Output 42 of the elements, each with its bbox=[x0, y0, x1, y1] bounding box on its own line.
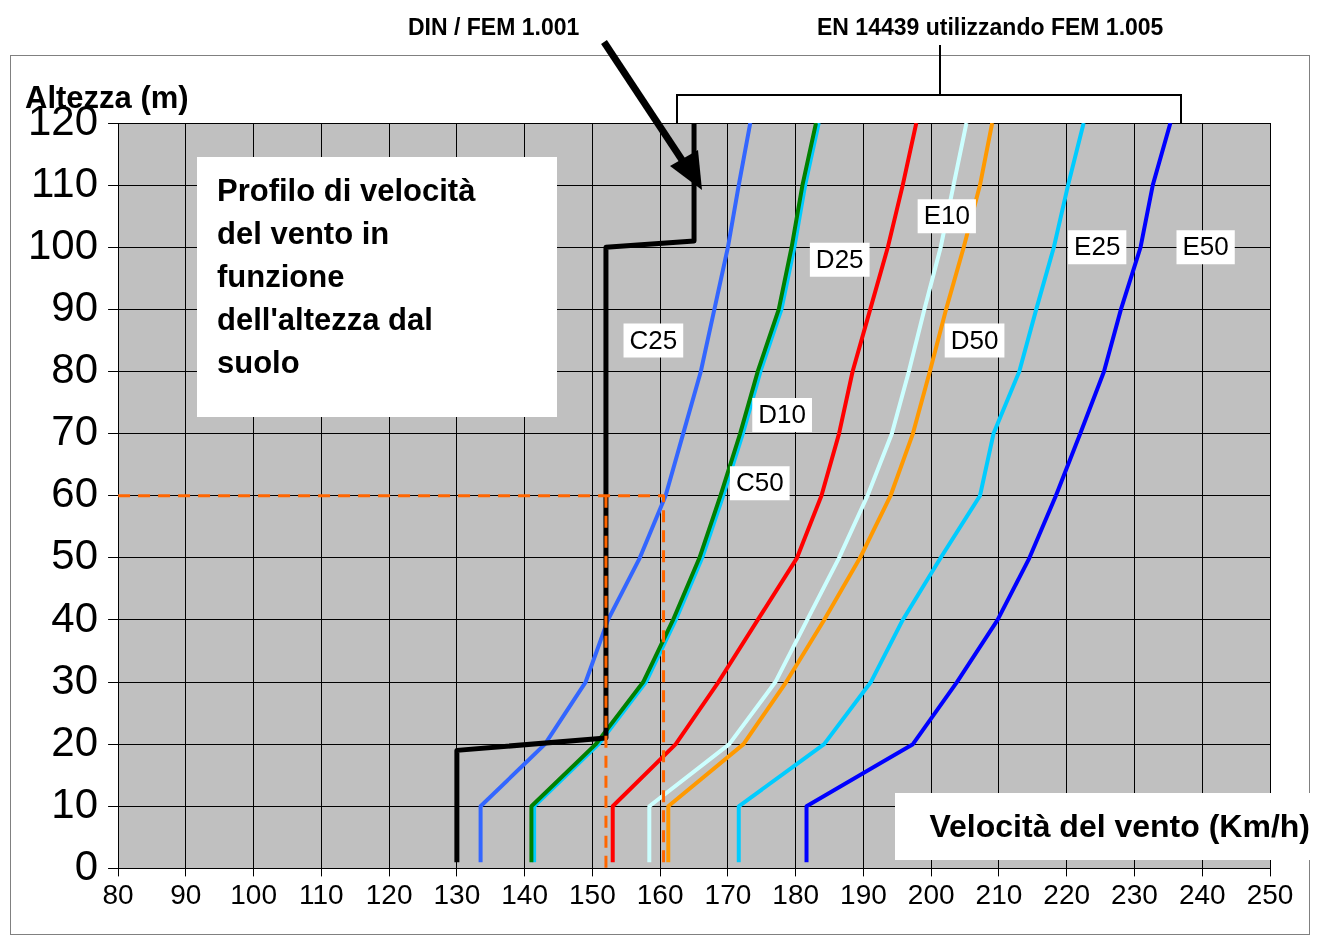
x-tick-label: 130 bbox=[433, 878, 481, 910]
x-tick-label: 190 bbox=[840, 878, 887, 910]
y-tick-label: 40 bbox=[51, 593, 99, 641]
x-tick-label: 230 bbox=[1111, 878, 1158, 910]
y-tick-label: 70 bbox=[51, 407, 99, 455]
x-tick-label: 210 bbox=[975, 878, 1023, 910]
y-tick-label: 50 bbox=[51, 531, 99, 579]
text: DIN / FEM 1.001 bbox=[408, 14, 580, 41]
x-tick-label: 140 bbox=[501, 878, 548, 910]
y-tick-label: 30 bbox=[51, 655, 99, 703]
series-label: E10 bbox=[923, 200, 970, 231]
text-panel: Profilo di velocità del vento in funzione dell'altezza dal suolo bbox=[197, 157, 557, 417]
x-tick-label: 200 bbox=[907, 878, 955, 910]
y-tick-label: 90 bbox=[51, 282, 99, 330]
y-tick-label: 10 bbox=[51, 779, 99, 827]
y-tick-label: 100 bbox=[28, 220, 99, 268]
x-tick-label: 220 bbox=[1043, 878, 1091, 910]
x-tick-label: 110 bbox=[299, 878, 344, 910]
x-tick-label: 170 bbox=[704, 878, 752, 910]
series-label: D50 bbox=[950, 324, 999, 355]
x-tick-label: 120 bbox=[365, 878, 413, 910]
x-tick-label: 90 bbox=[170, 878, 202, 910]
text: EN 14439 utilizzando FEM 1.005 bbox=[817, 14, 1164, 41]
x-axis-title: Velocità del vento (Km/h) bbox=[895, 793, 1310, 860]
y-tick-label: 110 bbox=[31, 158, 99, 206]
x-tick-label: 250 bbox=[1246, 878, 1294, 910]
y-tick-label: 60 bbox=[51, 469, 99, 517]
y-tick-label: 20 bbox=[51, 717, 99, 765]
x-tick-label: 240 bbox=[1178, 878, 1226, 910]
x-tick-label: 150 bbox=[569, 878, 616, 910]
series-label: C25 bbox=[629, 324, 678, 355]
series-label: D10 bbox=[758, 399, 806, 430]
x-tick-label: 80 bbox=[102, 878, 134, 910]
y-tick-label: 80 bbox=[51, 345, 99, 393]
x-tick-label: 160 bbox=[636, 878, 684, 910]
series-label: C50 bbox=[735, 467, 784, 498]
series-label: E25 bbox=[1074, 231, 1121, 262]
y-tick-label: 0 bbox=[74, 841, 99, 889]
x-tick-label: 180 bbox=[772, 878, 820, 910]
series-label: D25 bbox=[815, 243, 864, 274]
x-tick-label: 100 bbox=[230, 878, 277, 910]
series-label: E50 bbox=[1182, 231, 1229, 262]
